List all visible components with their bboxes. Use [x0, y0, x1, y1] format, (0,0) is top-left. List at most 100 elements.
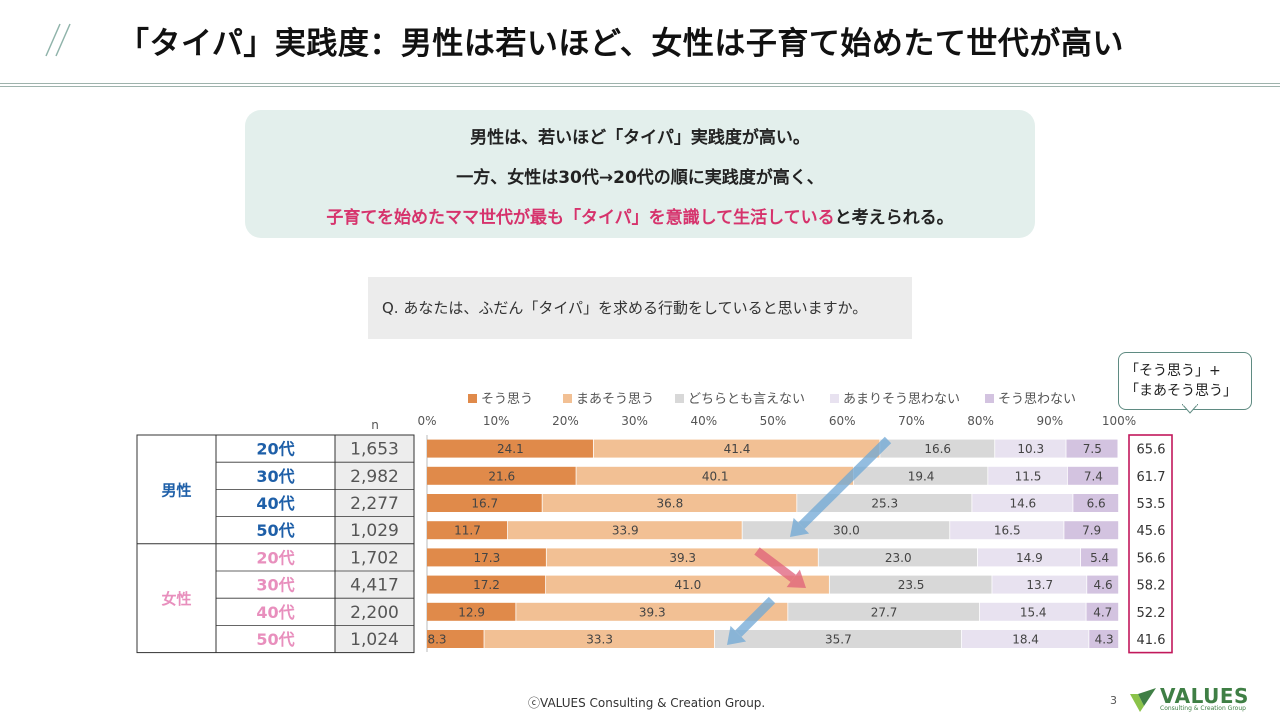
legend-swatch-1 [468, 394, 477, 403]
bar-segment-1 [427, 494, 542, 512]
bar-value-label: 16.6 [924, 442, 951, 456]
bar-value-label: 4.6 [1094, 578, 1113, 592]
bar-value-label: 25.3 [871, 497, 898, 511]
x-tick-label: 20% [552, 414, 579, 428]
bar-segment-5 [1089, 630, 1119, 648]
summary-line-1: 男性は、若いほど「タイパ」実践度が高い。 [470, 128, 810, 148]
group-label-female: 女性 [161, 590, 191, 608]
bar-segment-4 [979, 602, 1086, 621]
bar-segment-3 [880, 439, 995, 458]
bar-value-label: 23.0 [885, 551, 912, 565]
x-tick-label: 40% [690, 414, 717, 428]
bar-value-label: 27.7 [871, 605, 898, 619]
top2-value: 56.6 [1137, 551, 1166, 566]
bar-value-label: 39.3 [669, 551, 696, 565]
sample-size-n: 1,702 [350, 548, 399, 568]
bar-value-label: 23.5 [898, 578, 925, 592]
x-tick-label: 10% [483, 414, 510, 428]
bar-segment-5 [1086, 602, 1119, 621]
bar-segment-4 [992, 575, 1087, 594]
bar-value-label: 16.5 [994, 524, 1021, 538]
legend-label-5: そう思わない [998, 392, 1076, 407]
values-logo-icon [1130, 688, 1156, 712]
age-label: 20代 [256, 548, 294, 567]
bar-segment-5 [1073, 494, 1119, 512]
bar-segment-5 [1064, 521, 1119, 540]
bar-segment-5 [1087, 575, 1119, 594]
x-tick-label: 60% [829, 414, 856, 428]
bar-segment-1 [427, 466, 576, 485]
bar-value-label: 7.9 [1082, 524, 1101, 538]
bar-segment-5 [1066, 439, 1118, 458]
bar-segment-1 [427, 521, 508, 540]
top2-value: 53.5 [1137, 497, 1166, 512]
sample-size-n: 2,982 [350, 467, 399, 487]
bar-segment-2 [576, 466, 854, 485]
age-label: 40代 [256, 603, 294, 622]
bar-segment-4 [995, 439, 1066, 458]
bar-segment-5 [1080, 548, 1118, 567]
top2-value: 61.7 [1137, 470, 1166, 485]
age-label: 40代 [256, 494, 294, 513]
legend-swatch-4 [830, 394, 839, 403]
sample-size-n: 2,277 [350, 494, 399, 514]
bar-segment-4 [972, 494, 1073, 512]
age-label: 50代 [256, 630, 294, 649]
age-label: 30代 [256, 576, 294, 595]
age-label: 20代 [256, 440, 294, 459]
summary-line-2: 一方、女性は30代→20代の順に実践度が高く、 [456, 168, 824, 188]
bar-segment-5 [1067, 466, 1119, 485]
callout-line-2: 「まあそう思う」 [1125, 383, 1237, 399]
bar-value-label: 17.3 [473, 551, 500, 565]
x-tick-label: 0% [417, 414, 436, 428]
bar-segment-2 [546, 548, 818, 567]
sample-size-n: 1,653 [350, 440, 399, 460]
bar-segment-4 [988, 466, 1067, 485]
question-box: Q. あなたは、ふだん「タイパ」を求める行動をしていると思いますか。 [368, 277, 912, 339]
bar-value-label: 11.5 [1015, 469, 1042, 483]
bar-value-label: 10.3 [1017, 442, 1044, 456]
bar-segment-2 [546, 575, 829, 594]
legend-label-2: まあそう思う [576, 392, 654, 407]
bar-value-label: 14.6 [1009, 497, 1036, 511]
trend-arrow-female-decline [727, 596, 776, 645]
bar-segment-2 [542, 494, 797, 512]
legend-swatch-3 [675, 394, 684, 403]
age-label: 50代 [256, 521, 294, 540]
x-tick-label: 50% [760, 414, 787, 428]
sample-size-n: 2,200 [350, 603, 399, 623]
x-tick-label: 70% [898, 414, 925, 428]
bar-value-label: 7.5 [1083, 442, 1102, 456]
logo-subtitle: Consulting & Creation Group [1160, 705, 1246, 712]
x-tick-label: 100% [1102, 414, 1136, 428]
copyright-footer: ⓒVALUES Consulting & Creation Group. [528, 696, 766, 710]
bar-value-label: 15.4 [1020, 605, 1047, 619]
bar-value-label: 13.7 [1026, 578, 1053, 592]
bar-value-label: 7.4 [1084, 469, 1103, 483]
trend-arrow-female-rise [754, 547, 806, 588]
bar-value-label: 41.4 [724, 442, 751, 456]
bar-value-label: 24.1 [497, 442, 524, 456]
bar-value-label: 19.4 [908, 469, 935, 483]
x-tick-label: 30% [621, 414, 648, 428]
summary-line-3-rest: と考えられる。 [834, 208, 954, 228]
bar-segment-3 [788, 602, 980, 621]
bar-value-label: 33.3 [586, 633, 613, 647]
title-divider-bottom [0, 86, 1280, 87]
trend-arrow-male-decline [790, 436, 892, 537]
sample-size-n: 1,029 [350, 521, 399, 541]
n-column-header: n [371, 418, 379, 432]
bar-value-label: 18.4 [1012, 633, 1039, 647]
bar-value-label: 33.9 [612, 524, 639, 538]
summary-line-3: 子育てを始めたママ世代が最も「タイパ」を意識して生活していると考えられる。 [245, 198, 1035, 238]
bar-value-label: 40.1 [702, 469, 729, 483]
top2-value: 45.6 [1137, 524, 1166, 539]
bar-value-label: 14.9 [1016, 551, 1043, 565]
callout-line-1: 「そう思う」+ [1125, 363, 1221, 379]
sample-size-n: 4,417 [350, 576, 399, 596]
age-label: 30代 [256, 467, 294, 486]
bar-value-label: 30.0 [833, 524, 860, 538]
top2-value: 58.2 [1137, 579, 1166, 594]
bar-segment-3 [797, 494, 972, 512]
